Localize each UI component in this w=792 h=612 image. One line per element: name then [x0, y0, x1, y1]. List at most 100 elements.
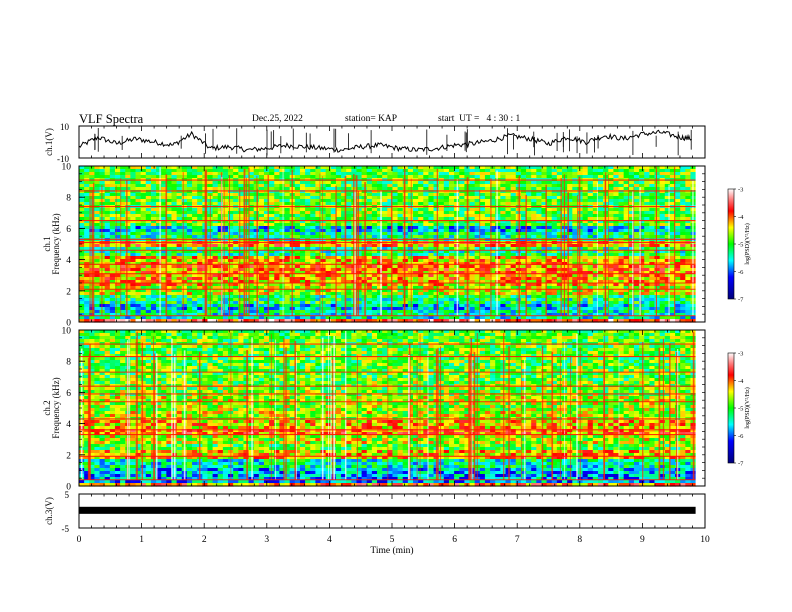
ch1-spectrogram-cell	[479, 172, 486, 176]
ch1-spectrogram-cell	[407, 280, 414, 284]
ch1-spectrogram-cell	[84, 259, 90, 263]
ch1-spectrogram-cell	[443, 277, 450, 281]
ch1-spectrogram-cell	[233, 211, 239, 215]
ch1-spectrogram-cell	[228, 268, 234, 272]
ch1-spectrogram-cell	[608, 175, 614, 179]
ch1-spectrogram-cell	[181, 208, 188, 212]
ch1-spectrogram-cell	[279, 256, 286, 260]
ch1-spectrogram-cell	[536, 256, 543, 260]
ch1-spectrogram-cell	[443, 259, 450, 263]
ch1-spectrogram-cell	[258, 217, 265, 221]
ch1-spectrogram-cell	[510, 283, 517, 287]
ch1-spectrogram-cell	[628, 223, 635, 227]
ch1-spectrogram-cell	[556, 268, 563, 272]
ch1-spectrogram-cell	[89, 172, 96, 176]
ch1-spectrogram-cell	[428, 169, 435, 173]
ch1-spectrogram-cell	[346, 259, 352, 263]
ch1-spectrogram-cell	[150, 253, 157, 257]
ch1-spectrogram-cell	[474, 223, 481, 227]
ch1-spectrogram-cell	[125, 223, 131, 227]
ch1-spectrogram-cell	[644, 268, 650, 272]
ch1-spectrogram-cell	[377, 175, 383, 179]
ch1-spectrogram-cell	[171, 211, 178, 215]
ch1-spectrogram-cell	[664, 229, 671, 233]
ch1-spectrogram-cell	[669, 211, 676, 215]
ch1-spectrogram-cell	[448, 283, 455, 287]
ch1-spectrogram-cell	[654, 166, 661, 170]
ch1-spectrogram-cell	[361, 169, 368, 173]
ch1-spectrogram-cell	[125, 247, 131, 251]
ch1-spectrogram-cell	[628, 274, 635, 278]
ch1-spectrogram-cell	[685, 250, 692, 254]
ch1-spectrogram-cell	[654, 199, 661, 203]
ch1-spectrogram-cell	[618, 166, 625, 170]
ch1-spectrogram-cell	[531, 184, 537, 188]
ch1-spectrogram-cell	[459, 175, 465, 179]
ch1-spectrogram-cell	[531, 220, 537, 224]
ch1-spectrogram-cell	[330, 196, 337, 200]
ch1-spectrogram-cell	[135, 271, 142, 275]
ch1-spectrogram-cell	[495, 202, 501, 206]
ch1-spectrogram-cell	[597, 181, 604, 185]
ch1-spectrogram-cell	[156, 223, 162, 227]
ch1-spectrogram-cell	[284, 265, 291, 269]
ch1-spectrogram-cell	[675, 181, 681, 185]
ch1-spectrogram-cell	[649, 202, 656, 206]
ch1-spectrogram-cell	[248, 226, 255, 230]
ch1-spectrogram-cell	[413, 277, 419, 281]
ch1-spectrogram-cell	[639, 175, 645, 179]
ch1-spectrogram-cell	[212, 217, 219, 221]
ch1-spectrogram-cell	[623, 244, 630, 248]
ch1-spectrogram-cell	[325, 223, 332, 227]
ch1-spectrogram-cell	[130, 169, 137, 173]
ch1-spectrogram-cell	[680, 271, 686, 275]
ch1-spectrogram-cell	[428, 277, 435, 281]
ch1-spectrogram-cell	[433, 190, 440, 194]
ch1-spectrogram-cell	[649, 268, 656, 272]
ch1-spectrogram-cell	[145, 229, 152, 233]
ch1-spectrogram-cell	[192, 226, 198, 230]
ch1-spectrogram-cell	[438, 235, 445, 239]
ch1-spectrogram-cell	[469, 280, 476, 284]
ch1-spectrogram-cell	[305, 211, 311, 215]
ch1-spectrogram-cell	[387, 211, 394, 215]
ch1-spectrogram-cell	[680, 229, 686, 233]
ch1-spectrogram-cell	[608, 181, 614, 185]
ch1-spectrogram-cell	[356, 166, 363, 170]
ch1-spectrogram-cell	[520, 259, 527, 263]
ch1-spectrogram-cell	[536, 175, 543, 179]
ch1-spectrogram-cell	[166, 187, 173, 191]
ch1-spectrogram-cell	[135, 250, 142, 254]
ch1-spectrogram-cell	[536, 259, 543, 263]
ch1-spectrogram-cell	[500, 175, 507, 179]
ch1-spectrogram-cell	[120, 277, 126, 281]
ch1-spectrogram-cell	[341, 274, 347, 278]
ch1-spectrogram-cell	[520, 169, 527, 173]
ch1-spectrogram-cell	[659, 202, 666, 206]
ch1-spectrogram-cell	[500, 256, 507, 260]
ch1-spectrogram-cell	[541, 187, 548, 191]
ch1-spectrogram-cell	[572, 172, 579, 176]
ch1-spectrogram-cell	[479, 196, 486, 200]
ch1-spectrogram-cell	[623, 226, 630, 230]
ch1-spectrogram-cell	[572, 235, 579, 239]
ch1-spectrogram-cell	[181, 214, 188, 218]
ch1-spectrogram-cell	[413, 274, 419, 278]
ch1-spectrogram-cell	[99, 235, 106, 239]
ch1-spectrogram-cell	[654, 211, 661, 215]
ch1-spectrogram-cell	[551, 271, 558, 275]
ch1-spectrogram-cell	[228, 256, 234, 260]
ch1-spectrogram-cell	[633, 202, 640, 206]
ch1-spectrogram-cell	[377, 277, 383, 281]
ch1-spectrogram-cell	[536, 208, 543, 212]
ch1-spectrogram-cell	[438, 181, 445, 185]
ch1-spectrogram-cell	[418, 256, 424, 260]
ch1-spectrogram-cell	[495, 268, 501, 272]
ch1-spectrogram-cell	[582, 172, 589, 176]
ch1-spectrogram-cell	[140, 211, 147, 215]
ch1-spectrogram-cell	[238, 181, 245, 185]
ch1-spectrogram-cell	[377, 256, 383, 260]
ch1-spectrogram-cell	[618, 232, 625, 236]
ch1-spectrogram-cell	[181, 283, 188, 287]
ch1-spectrogram-cell	[269, 247, 275, 251]
